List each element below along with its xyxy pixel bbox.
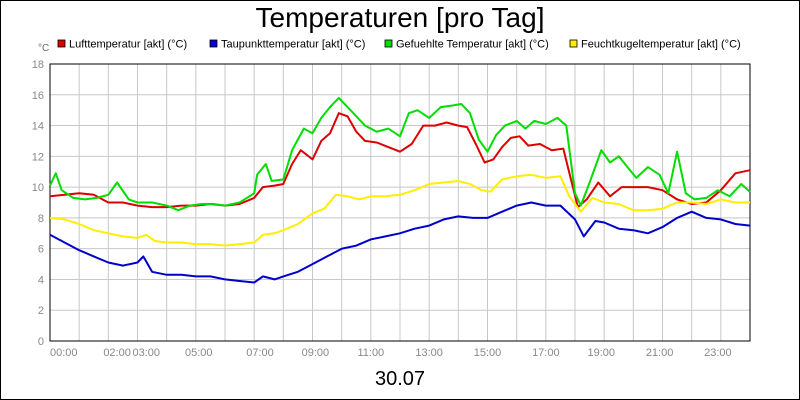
legend-swatch [569,39,578,48]
y-tick-label: 6 [38,244,44,256]
x-tick-label: 19:00 [587,347,615,359]
x-tick-label: 09:00 [302,347,330,359]
x-tick-label: 05:00 [185,347,213,359]
series-line-3 [49,96,751,212]
y-tick-label: 18 [32,59,44,71]
x-tick-label: 03:00 [132,347,160,359]
legend: Lufttemperatur [akt] (°C) Taupunkttempera… [57,39,741,51]
legend-label: Gefuehlte Temperatur [akt] (°C) [396,39,549,51]
y-tick-label: 0 [38,336,44,348]
legend-label: Lufttemperatur [akt] (°C) [69,39,187,51]
y-tick-label: 12 [32,151,44,163]
chart-title: Temperaturen [pro Tag] [255,2,545,33]
series-line-4 [49,173,750,247]
x-tick-label: 00:00 [50,347,78,359]
legend-swatch [57,39,66,48]
x-axis: 00:00 02:00 03:00 05:00 07:00 09:00 11:00 13:00… [50,347,732,359]
x-tick-label: 23:00 [704,347,732,359]
y-tick-label: 14 [32,121,44,133]
x-tick-label: 13:00 [415,347,443,359]
x-tick-label: 15:00 [474,347,502,359]
y-axis: 0 2 4 6 8 10 12 14 16 18 [32,59,44,348]
x-tick-label: 02:00 [103,347,131,359]
y-tick-label: 8 [38,213,44,225]
y-tick-label: 16 [32,90,44,102]
date-label: 30.07 [374,368,426,390]
grid-lines [50,63,750,342]
legend-label: Feuchtkugeltemperatur [akt] (°C) [581,39,741,51]
x-tick-label: 17:00 [532,347,560,359]
x-tick-label: 07:00 [246,347,274,359]
legend-swatch [209,39,218,48]
legend-label: Taupunkttemperatur [akt] (°C) [221,39,365,51]
y-tick-label: 4 [38,274,44,286]
y-tick-label: 10 [32,182,44,194]
series-lines [49,96,751,284]
y-axis-unit: °C [38,43,49,54]
series-line-2 [49,201,751,284]
x-tick-label: 11:00 [357,347,384,359]
y-tick-label: 2 [38,305,44,317]
legend-swatch [384,39,393,48]
x-tick-label: 21:00 [646,347,674,359]
